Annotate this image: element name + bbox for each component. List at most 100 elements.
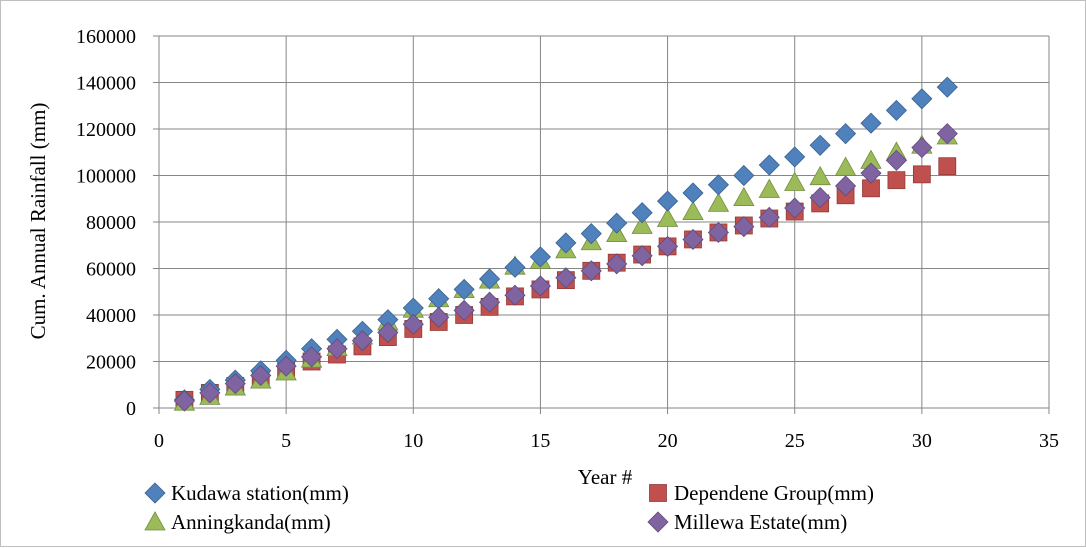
y-tick-label: 140000: [76, 73, 136, 95]
x-tick-label: 10: [403, 430, 423, 452]
data-point: [479, 268, 501, 290]
y-tick-label: 60000: [86, 259, 136, 281]
axes: [153, 35, 1050, 414]
data-point: [504, 284, 526, 306]
data-point: [911, 137, 933, 159]
legend-marker: [144, 482, 166, 504]
data-point: [809, 187, 831, 209]
data-point: [453, 278, 475, 300]
data-point: [631, 245, 653, 267]
series-4-points: [173, 123, 958, 412]
data-point: [657, 190, 679, 212]
data-point: [936, 123, 958, 145]
data-point: [250, 364, 272, 387]
data-point: [580, 223, 602, 245]
data-point: [682, 200, 704, 220]
series-1-points: [173, 76, 958, 411]
tick-labels: 0 20000 40000 60000 80000 100000 120000 140000 1…: [76, 26, 1059, 452]
data-point: [656, 207, 679, 227]
x-axis-title: Year #: [578, 465, 633, 489]
legend-marker: [649, 484, 667, 502]
legend-item: Millewa Estate(mm): [647, 510, 847, 534]
data-point: [555, 267, 577, 289]
legend-label: Millewa Estate(mm): [674, 510, 847, 534]
y-tick-label: 100000: [76, 166, 136, 188]
data-point: [733, 164, 755, 187]
data-point: [402, 313, 424, 335]
x-tick-label: 5: [281, 430, 291, 452]
data-point: [733, 216, 755, 238]
data-point: [682, 228, 704, 251]
grid-lines: [159, 35, 1050, 408]
x-tick-label: 30: [912, 430, 932, 452]
data-point: [631, 214, 653, 234]
data-point: [835, 123, 857, 145]
legend-marker: [647, 511, 669, 533]
data-point: [887, 171, 906, 190]
data-point: [860, 162, 882, 184]
data-point: [809, 165, 831, 186]
data-point: [912, 165, 931, 184]
data-point: [860, 112, 882, 134]
legend-label: Dependene Group(mm): [674, 481, 874, 505]
data-point: [911, 88, 933, 110]
data-point: [326, 338, 348, 360]
data-point: [758, 206, 780, 228]
y-axis-title: Cum. Annual Rainfall (mm): [26, 103, 50, 340]
data-point: [784, 146, 806, 168]
data-point: [631, 202, 653, 224]
data-point: [784, 197, 806, 219]
data-point: [529, 275, 551, 297]
y-tick-label: 40000: [86, 305, 136, 327]
data-point: [606, 253, 628, 275]
data-point: [784, 171, 806, 191]
data-point: [224, 373, 246, 395]
x-tick-label: 25: [785, 430, 805, 452]
data-point: [555, 232, 577, 254]
y-tick-label: 20000: [86, 352, 136, 374]
data-point: [199, 382, 221, 404]
data-point: [682, 182, 704, 204]
y-tick-label: 80000: [86, 212, 136, 234]
data-point: [733, 186, 755, 206]
data-point: [758, 178, 780, 198]
data-point: [580, 260, 602, 282]
data-point: [834, 156, 857, 176]
data-point: [529, 246, 551, 268]
data-point: [479, 291, 501, 313]
legend-label: Anningkanda(mm): [171, 510, 331, 534]
data-point: [428, 306, 450, 328]
data-point: [835, 175, 857, 197]
legend-item: Dependene Group(mm): [649, 481, 874, 505]
y-tick-label: 0: [126, 398, 136, 420]
data-point: [453, 299, 475, 321]
legend-item: Kudawa station(mm): [144, 481, 349, 505]
data-point: [936, 76, 958, 98]
data-point: [275, 355, 297, 377]
data-point: [707, 192, 730, 212]
data-point: [173, 390, 195, 412]
legend-label: Kudawa station(mm): [171, 481, 349, 505]
y-tick-label: 120000: [76, 119, 136, 141]
data-point: [606, 212, 628, 234]
data-point: [301, 346, 323, 368]
data-point: [885, 99, 907, 121]
x-tick-label: 15: [530, 430, 550, 452]
x-tick-label: 20: [658, 430, 678, 452]
x-tick-label: 35: [1039, 430, 1059, 452]
legend: Kudawa station(mm) Dependene Group(mm) Ann…: [144, 481, 874, 534]
x-tick-label: 0: [154, 430, 164, 452]
data-point: [758, 154, 780, 176]
data-point: [657, 235, 679, 257]
legend-marker: [144, 511, 166, 531]
data-points: [173, 76, 958, 412]
data-point: [351, 330, 373, 352]
data-point: [938, 157, 957, 176]
data-point: [707, 174, 729, 196]
legend-item: Anningkanda(mm): [144, 510, 331, 534]
y-tick-label: 160000: [76, 26, 136, 48]
data-point: [809, 134, 831, 156]
data-point: [707, 221, 729, 244]
